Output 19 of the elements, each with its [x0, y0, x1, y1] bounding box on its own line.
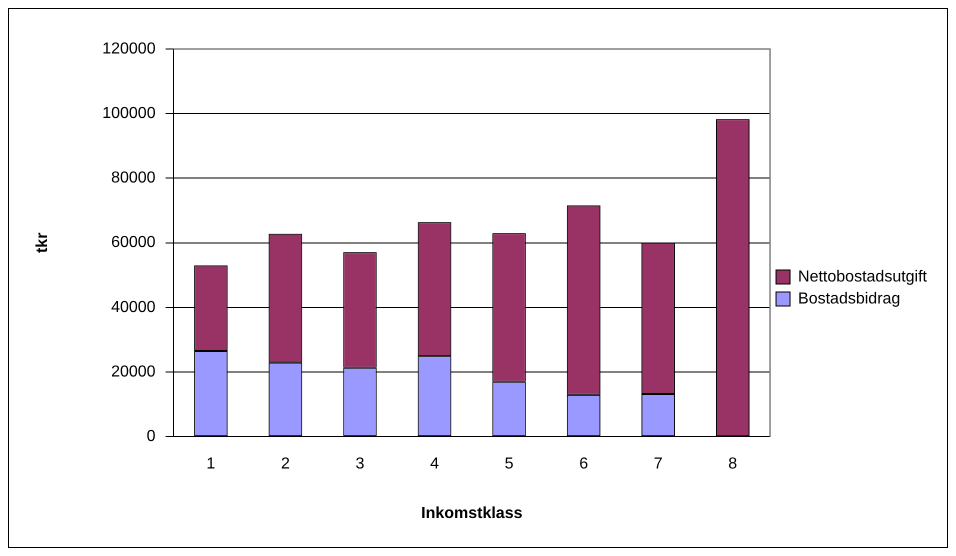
y-axis-title: tkr	[34, 232, 52, 254]
x-tick-label: 6	[579, 456, 588, 473]
legend-label: Nettobostadsutgift	[798, 268, 928, 286]
x-tick-label: 4	[430, 456, 440, 473]
y-tick-label: 120000	[102, 40, 156, 58]
x-tick-label: 7	[654, 456, 663, 473]
y-tick-label: 100000	[102, 105, 156, 122]
y-tick-label: 80000	[111, 170, 156, 187]
x-tick-label: 2	[280, 456, 290, 473]
x-tick-label: 1	[206, 456, 216, 473]
y-tick-label: 40000	[111, 298, 156, 316]
y-tick-label: 60000	[111, 234, 156, 252]
x-tick-label: 8	[728, 456, 738, 473]
x-axis-title: Inkomstklass	[421, 504, 523, 522]
x-tick-label: 5	[504, 456, 514, 473]
legend-label: Bostadsbidrag	[798, 290, 900, 308]
y-tick-label: 20000	[111, 363, 156, 380]
x-tick-label: 3	[356, 456, 365, 473]
y-tick-label: 0	[146, 428, 156, 446]
